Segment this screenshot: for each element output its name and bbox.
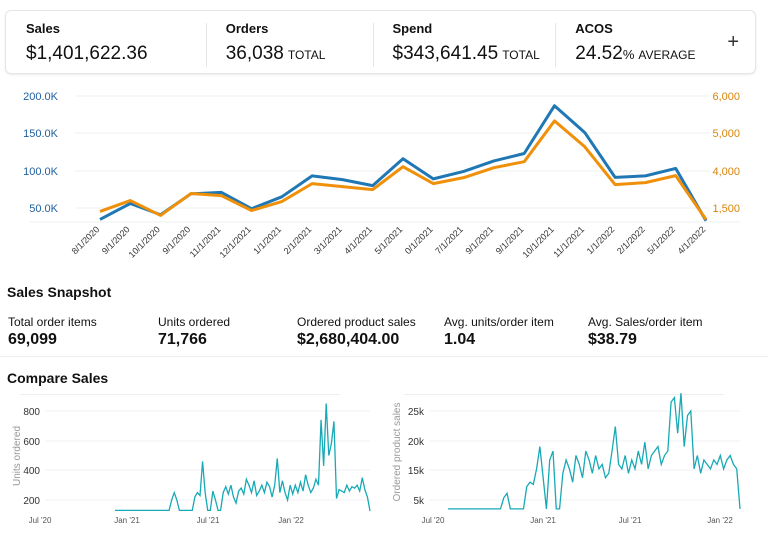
metric-suffix: TOTAL [287,48,326,62]
x-tick-label: 9/1/2021 [463,224,495,256]
y-tick-right: 1,500 [712,203,740,215]
metric-orders[interactable]: Orders 36,038 TOTAL [205,11,373,73]
sales-spend-chart: 200.0K 6,000 150.0K 5,000 100.0K 4,000 50.0K 1,… [23,91,740,260]
divider [404,394,724,395]
x-tick-label: 12/1/2021 [218,224,253,259]
x-tick: Jul '20 [422,516,445,525]
units-line [115,403,371,512]
y-axis-label: Ordered product sales [392,403,403,502]
snapshot-item: Units ordered 71,766 [158,315,230,349]
y-tick-left: 50.0K [29,203,58,215]
y-tick: 200 [23,496,40,507]
x-tick: Jan '21 [114,516,140,525]
y-tick-left: 150.0K [23,128,59,140]
section-title: Sales Snapshot [7,284,112,300]
section-title: Compare Sales [7,370,109,386]
snapshot-item: Ordered product sales $2,680,404.00 [297,315,416,349]
metric-suffix: TOTAL [502,48,540,62]
x-tick-label: 0/1/2021 [403,224,435,256]
x-tick-label: 10/1/2020 [127,224,162,259]
metric-value: 24.52 [575,43,623,64]
divider [20,394,340,395]
snapshot-item: Total order items 69,099 [8,315,97,349]
metric-spend[interactable]: Spend $343,641.45 TOTAL [372,11,556,73]
x-tick: Jul '21 [197,516,220,525]
snapshot-value: $2,680,404.00 [297,331,400,348]
x-tick: Jul '20 [29,516,52,525]
x-tick-label: 2/1/2021 [282,224,314,256]
x-tick: Jul '21 [619,516,642,525]
x-tick-label: 11/1/2021 [188,224,223,259]
metric-label: ACOS [575,21,613,36]
x-tick-label: 1/1/2021 [251,224,283,256]
metric-label: Orders [225,21,269,36]
snapshot-label: Units ordered [158,315,231,329]
y-tick-left: 200.0K [23,91,59,103]
snapshot-item: Avg. Sales/order item $38.79 [588,315,703,349]
x-tick-label: 4/1/2021 [342,224,374,256]
snapshot-value: 71,766 [158,331,207,348]
x-tick-label: 5/1/2022 [645,224,677,256]
plus-icon[interactable]: + [727,31,739,53]
snapshot-label: Avg. units/order item [444,315,554,329]
snapshot-value: 1.04 [444,331,476,348]
y-tick: 20k [408,437,425,448]
ordered-sales-chart: Ordered product sales 25k 20k 15k 5k Jul '20 J… [392,393,741,525]
snapshot-item: Avg. units/order item 1.04 [444,315,554,349]
metric-label: Sales [26,21,60,36]
x-tick-label: 10/1/2021 [521,224,556,259]
y-tick: 600 [23,437,40,448]
snapshot-label: Avg. Sales/order item [588,315,703,329]
x-tick: Jan '21 [530,516,556,525]
x-tick-label: 7/1/2021 [433,224,465,256]
x-tick-label: 5/1/2021 [373,224,405,256]
y-tick: 5k [413,496,425,507]
spend-line [99,119,708,221]
metric-value: $1,401,622.36 [26,43,148,64]
y-tick: 25k [408,407,425,418]
y-tick: 800 [23,407,40,418]
y-tick-right: 5,000 [712,128,740,140]
x-tick-label: 11/1/2021 [551,224,586,259]
y-tick: 400 [23,466,40,477]
metric-acos[interactable]: ACOS 24.52% AVERAGE [555,11,755,73]
x-tick: Jan '22 [707,516,733,525]
sales-line [99,104,708,222]
summary-card: Sales $1,401,622.36 Orders 36,038 TOTAL S… [5,10,756,74]
snapshot-value: 69,099 [8,331,57,348]
x-tick-label: 3/1/2021 [312,224,344,256]
snapshot-label: Ordered product sales [297,315,416,329]
y-axis-label: Units ordered [12,426,23,486]
units-line [448,393,741,510]
y-tick: 15k [408,466,425,477]
metric-sales[interactable]: Sales $1,401,622.36 [6,11,206,73]
x-tick-label: 4/1/2022 [676,224,708,256]
metric-label: Spend [392,21,433,36]
metric-unit: % [622,47,635,62]
y-tick-right: 6,000 [712,91,740,103]
x-tick-label: 1/1/2022 [585,224,617,256]
snapshot-row: Total order items 69,099 Units ordered 71,7… [0,315,768,357]
metric-value: 36,038 [225,43,284,64]
x-tick-label: 2/1/2022 [615,224,647,256]
y-tick-left: 100.0K [23,166,59,178]
x-tick: Jan '22 [278,516,304,525]
y-tick-right: 4,000 [712,166,740,178]
snapshot-value: $38.79 [588,331,637,348]
metric-value: $343,641.45 [392,43,499,64]
x-tick-label: 8/1/2020 [70,224,102,256]
metric-suffix: AVERAGE [638,48,696,62]
snapshot-label: Total order items [8,315,97,329]
